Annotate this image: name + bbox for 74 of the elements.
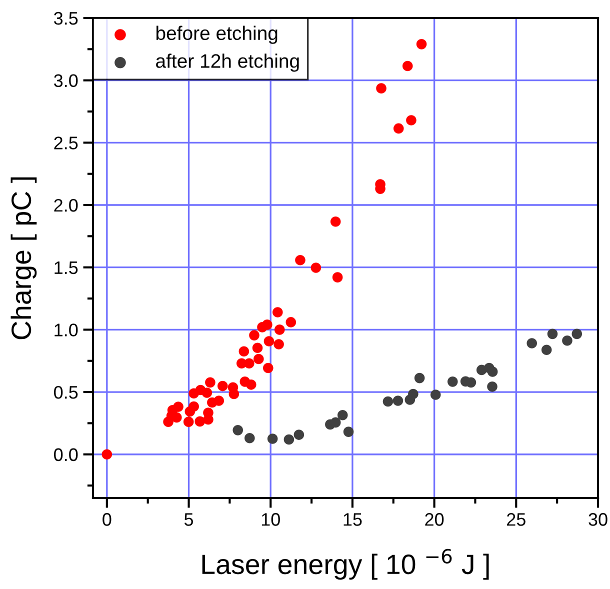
point — [414, 372, 425, 384]
legend-label: before etching — [156, 26, 278, 44]
point — [173, 402, 184, 412]
point — [487, 366, 498, 377]
point — [343, 426, 354, 437]
point — [330, 216, 341, 227]
point — [267, 434, 278, 444]
y-tick-label: 2.5 — [54, 136, 78, 150]
y-tick-label: 1.5 — [54, 261, 78, 274]
point — [466, 377, 476, 388]
point — [284, 434, 294, 445]
point — [217, 380, 228, 392]
point — [183, 416, 194, 427]
point — [274, 324, 285, 335]
point — [214, 396, 224, 406]
point — [202, 388, 212, 398]
point — [272, 307, 283, 318]
point — [203, 408, 214, 418]
point — [286, 317, 296, 328]
point — [244, 433, 255, 444]
point — [337, 410, 348, 420]
point — [547, 328, 558, 340]
x-axis-title: Laser energy [ 10 $^{−6}$ J ] — [202, 548, 489, 580]
point — [274, 339, 284, 350]
point — [184, 406, 196, 417]
point — [447, 376, 458, 387]
point — [487, 382, 498, 392]
point — [238, 346, 250, 357]
point — [430, 390, 441, 400]
point — [526, 338, 538, 348]
point — [249, 330, 260, 340]
point — [330, 417, 341, 428]
point — [263, 362, 274, 374]
x-tick-label: 5 — [184, 513, 194, 526]
point — [205, 377, 216, 388]
y-axis-title: Charge [ pC ] — [10, 177, 37, 340]
y-tick-label: 3.0 — [54, 74, 78, 88]
point — [416, 39, 427, 50]
x-tick-label: 25 — [507, 513, 526, 526]
point — [541, 344, 552, 356]
x-tick-label: 15 — [344, 513, 362, 526]
point — [244, 358, 254, 368]
point — [252, 342, 263, 354]
point — [295, 254, 306, 266]
x-tick-label: 30 — [588, 513, 608, 526]
point — [264, 336, 274, 346]
point — [254, 354, 264, 364]
y-tick-label: 0.0 — [54, 448, 78, 462]
point — [406, 115, 416, 126]
point — [228, 388, 240, 400]
point — [408, 388, 418, 400]
point — [294, 430, 304, 440]
y-tick-label: 3.5 — [54, 12, 78, 25]
y-tick-label: 0.5 — [54, 386, 78, 399]
point — [562, 336, 572, 346]
x-tick-label: 20 — [425, 513, 444, 526]
point — [382, 396, 394, 407]
point — [194, 416, 206, 427]
x-tick-label: 10 — [262, 513, 280, 526]
point — [232, 425, 244, 436]
point — [393, 123, 404, 134]
point — [102, 449, 112, 460]
legend-label: after 12h etching — [156, 54, 299, 72]
x-tick-label: 0 — [102, 513, 112, 526]
y-tick-label: 2.0 — [54, 198, 78, 212]
point — [402, 60, 413, 72]
point — [376, 83, 386, 94]
point — [572, 328, 582, 340]
point — [310, 262, 322, 273]
point — [332, 272, 343, 282]
point — [392, 396, 404, 406]
point — [246, 380, 256, 390]
y-tick-label: 1.0 — [54, 324, 78, 336]
point — [262, 320, 272, 330]
